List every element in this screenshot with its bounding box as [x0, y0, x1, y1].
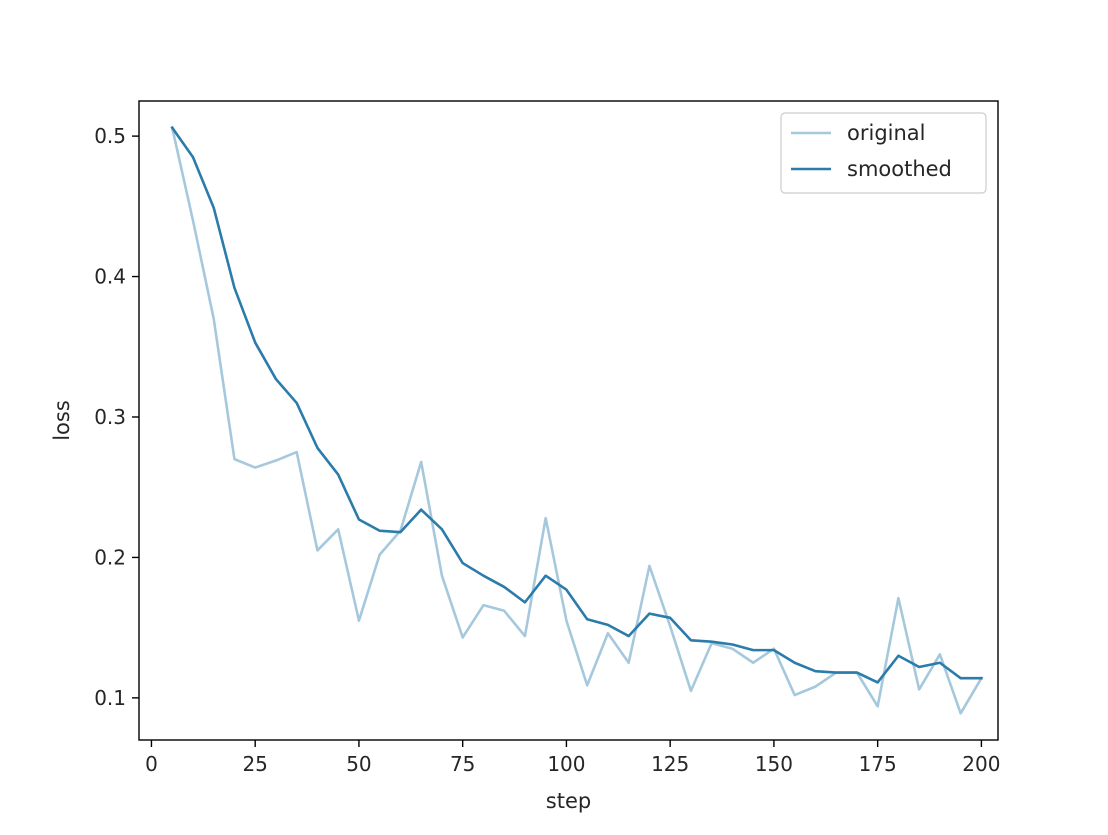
legend-label-original: original — [847, 121, 926, 145]
y-tick-label: 0.3 — [94, 405, 126, 429]
plot-area — [170, 125, 984, 715]
x-tick-label: 125 — [651, 752, 689, 776]
series-line-smoothed — [170, 125, 983, 684]
legend: original smoothed — [780, 112, 987, 194]
x-tick-label: 175 — [859, 752, 897, 776]
y-tick-label: 0.5 — [94, 124, 126, 148]
y-tick-label: 0.2 — [94, 545, 126, 569]
y-tick-label: 0.4 — [94, 265, 126, 289]
axes-frame — [138, 100, 999, 741]
legend-box — [780, 112, 987, 194]
x-tick-label: 100 — [547, 752, 585, 776]
x-tick-label: 200 — [962, 752, 1000, 776]
series-line-original — [170, 126, 984, 715]
x-tick-label: 75 — [450, 752, 475, 776]
legend-label-smoothed: smoothed — [847, 157, 952, 181]
y-tick-label: 0.1 — [94, 686, 126, 710]
x-axis-label: step — [546, 789, 591, 813]
x-tick-label: 0 — [145, 752, 158, 776]
axes: 0 25 50 75 100 125 150 175 200 0.1 0.2 0.3 0.4 0.5 — [94, 100, 1000, 776]
x-tick-label: 50 — [346, 752, 371, 776]
x-tick-label: 25 — [242, 752, 267, 776]
x-tick-label: 150 — [755, 752, 793, 776]
y-axis-label: loss — [50, 400, 74, 441]
